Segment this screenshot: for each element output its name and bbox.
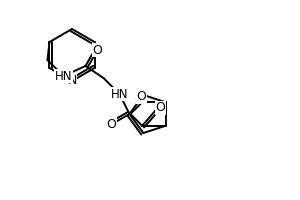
Text: O: O	[92, 44, 102, 56]
Text: N: N	[67, 74, 77, 88]
Text: HN: HN	[111, 88, 128, 100]
Text: O: O	[155, 101, 165, 114]
Text: O: O	[136, 90, 146, 103]
Text: HN: HN	[55, 70, 72, 82]
Text: O: O	[106, 117, 116, 130]
